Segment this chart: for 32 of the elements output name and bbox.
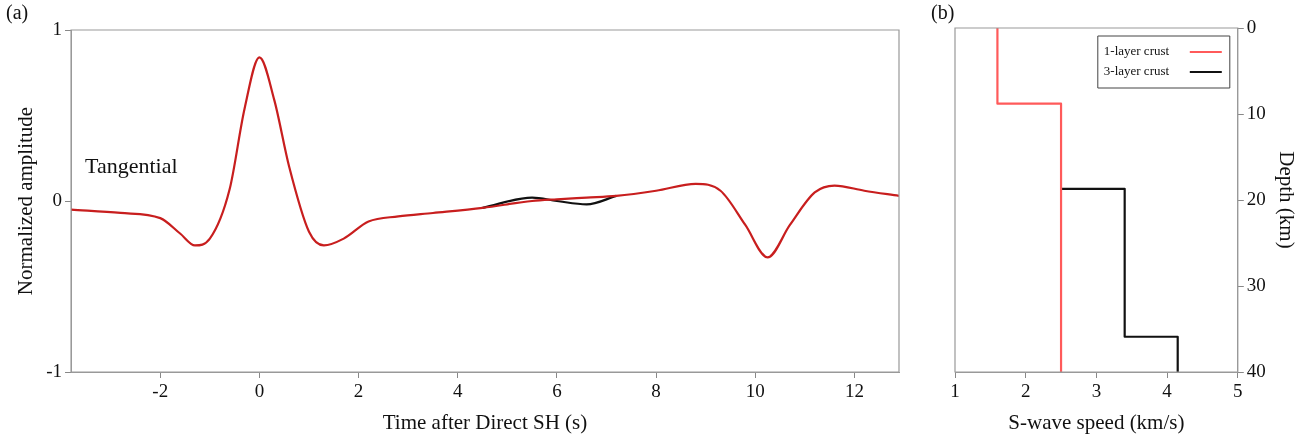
y2-tick-label: 10 [1246, 101, 1266, 123]
x-tick-label: 1 [950, 380, 960, 402]
line-series [481, 194, 618, 209]
x-tick-label: 4 [452, 380, 463, 402]
x-tick-label: 12 [844, 380, 864, 402]
x-tick-label: 4 [1162, 380, 1173, 402]
y2-tick-label: 20 [1246, 187, 1266, 209]
x-tick-label: 6 [552, 380, 562, 402]
x-tick-label: -2 [152, 380, 169, 402]
y-tick-label: 0 [52, 188, 63, 210]
x-tick-label: 2 [353, 380, 364, 402]
y2-tick-label: 40 [1246, 359, 1266, 381]
x-tick-label: 0 [254, 380, 265, 402]
y2-tick-label: 30 [1246, 273, 1266, 295]
y2-axis-title: Depth (km) [1274, 151, 1299, 249]
x-axis-title: S-wave speed (km/s) [1008, 409, 1185, 434]
y-tick-label: -1 [46, 359, 63, 381]
y-tick-label: 1 [52, 17, 63, 39]
annotation: Tangential [85, 153, 178, 179]
y2-tick-label: 0 [1246, 15, 1257, 37]
x-tick-label: 10 [745, 380, 765, 402]
x-axis-title: Time after Direct SH (s) [382, 409, 588, 434]
x-tick-label: 2 [1020, 380, 1031, 402]
x-tick-label: 3 [1091, 380, 1102, 402]
x-tick-label: 8 [651, 380, 661, 402]
legend-label: 3-layer crust [1103, 63, 1170, 79]
line-series [71, 56, 899, 259]
y-axis-title: Normalized amplitude [13, 106, 38, 296]
x-tick-label: 5 [1233, 380, 1243, 402]
text: (b) [931, 1, 955, 25]
legend-label: 1-layer crust [1103, 43, 1170, 59]
text: (a) [6, 1, 29, 25]
